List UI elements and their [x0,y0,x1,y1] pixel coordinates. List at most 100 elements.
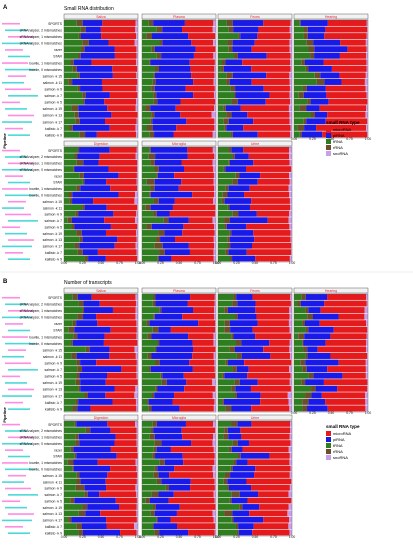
bar-segment [236,366,249,373]
side-label-mark [8,436,34,439]
bar-segment [326,92,367,99]
legend-swatch [326,431,331,436]
bar-segment [154,131,174,138]
bar-segment [212,510,216,517]
bar-segment [218,510,225,517]
bar-segment [136,320,138,327]
bar-segment [294,405,303,412]
bar-segment [289,153,292,160]
bar-segment [306,118,326,125]
facet-frame [63,19,139,139]
side-label-mark [2,481,24,483]
bar-segment [142,85,152,92]
bar-segment [239,504,243,510]
bar-segment [247,372,291,379]
bar-segment [163,217,169,224]
bar-segment [256,313,290,320]
bar-segment [152,124,177,131]
bar-segment [218,118,224,125]
x-tick-label: 0.75 [116,535,123,539]
pipeline-label: salmon -k 5 [44,375,62,379]
bar-segment [225,105,241,112]
bar-segment [231,421,238,427]
bar-segment [341,79,365,85]
bar-segment [218,372,223,379]
bar-segment [313,39,341,46]
bar-segment [229,230,232,236]
bar-segment [64,46,82,53]
bar-segment [289,529,292,536]
side-label-mark [8,55,30,58]
bar-segment [84,255,89,262]
x-tick-label: 0.50 [252,261,259,265]
bar-segment [254,236,291,243]
bar-segment [147,333,152,340]
bar-segment [64,300,79,307]
side-label-mark [8,134,30,136]
bar-segment [319,320,367,327]
bar-segment [78,385,81,392]
bar-segment [64,379,76,386]
bar-segment [267,217,289,224]
bar-segment [154,392,175,399]
bar-segment [159,339,193,346]
bar-segment [79,242,115,249]
bar-segment [214,59,216,66]
facet-frame [293,293,369,413]
bar-segment [71,516,107,523]
bar-segment [214,398,216,405]
bar-segment [80,379,106,386]
bar-segment [212,217,216,224]
facet-frame [63,420,139,537]
bar-segment [294,118,304,125]
bar-segment [64,523,77,530]
bar-segment [75,484,85,491]
bar-segment [150,204,173,211]
bar-segment [157,385,185,392]
bar-segment [78,510,86,517]
bar-segment [80,359,97,366]
bar-segment [85,26,101,33]
bar-segment [305,307,309,314]
pipeline-label: sRNAnalyzer, 1 mismatches [20,35,63,39]
bar-segment [85,427,91,434]
bar-segment [171,255,214,262]
bar-segment [230,85,236,92]
bar-segment [294,111,311,118]
bar-segment [213,516,216,523]
bar-segment [152,79,156,85]
bar-segment [136,230,138,236]
bar-segment [154,85,186,92]
bar-segment [246,478,292,485]
bar-segment [145,204,151,211]
bar-segment [188,333,214,340]
bar-segment [240,105,289,112]
bar-segment [307,98,311,105]
bar-segment [231,333,234,340]
bar-segment [324,33,367,40]
bar-segment [142,510,151,517]
side-label-mark [2,423,20,426]
side-label-mark [2,442,32,445]
bar-segment [136,210,138,217]
bar-segment [325,118,368,125]
bar-segment [294,359,301,366]
bar-segment [76,353,110,359]
bar-segment [137,159,138,166]
bar-segment [214,124,216,131]
bar-segment [303,118,307,125]
bar-segment [78,33,81,40]
bar-segment [153,472,159,478]
facet-label: Saliva [96,15,106,19]
bar-segment [101,79,138,85]
bar-segment [302,320,305,327]
bar-segment [142,472,154,478]
bar-segment [142,372,161,379]
pipeline-label: sRNAnalyzer, 1 mismatches [20,309,63,313]
bar-segment [76,472,80,478]
bar-segment [82,307,85,314]
bar-segment [213,249,216,256]
bar-segment [68,79,73,85]
bar-segment [142,333,148,340]
bar-segment [257,178,290,185]
